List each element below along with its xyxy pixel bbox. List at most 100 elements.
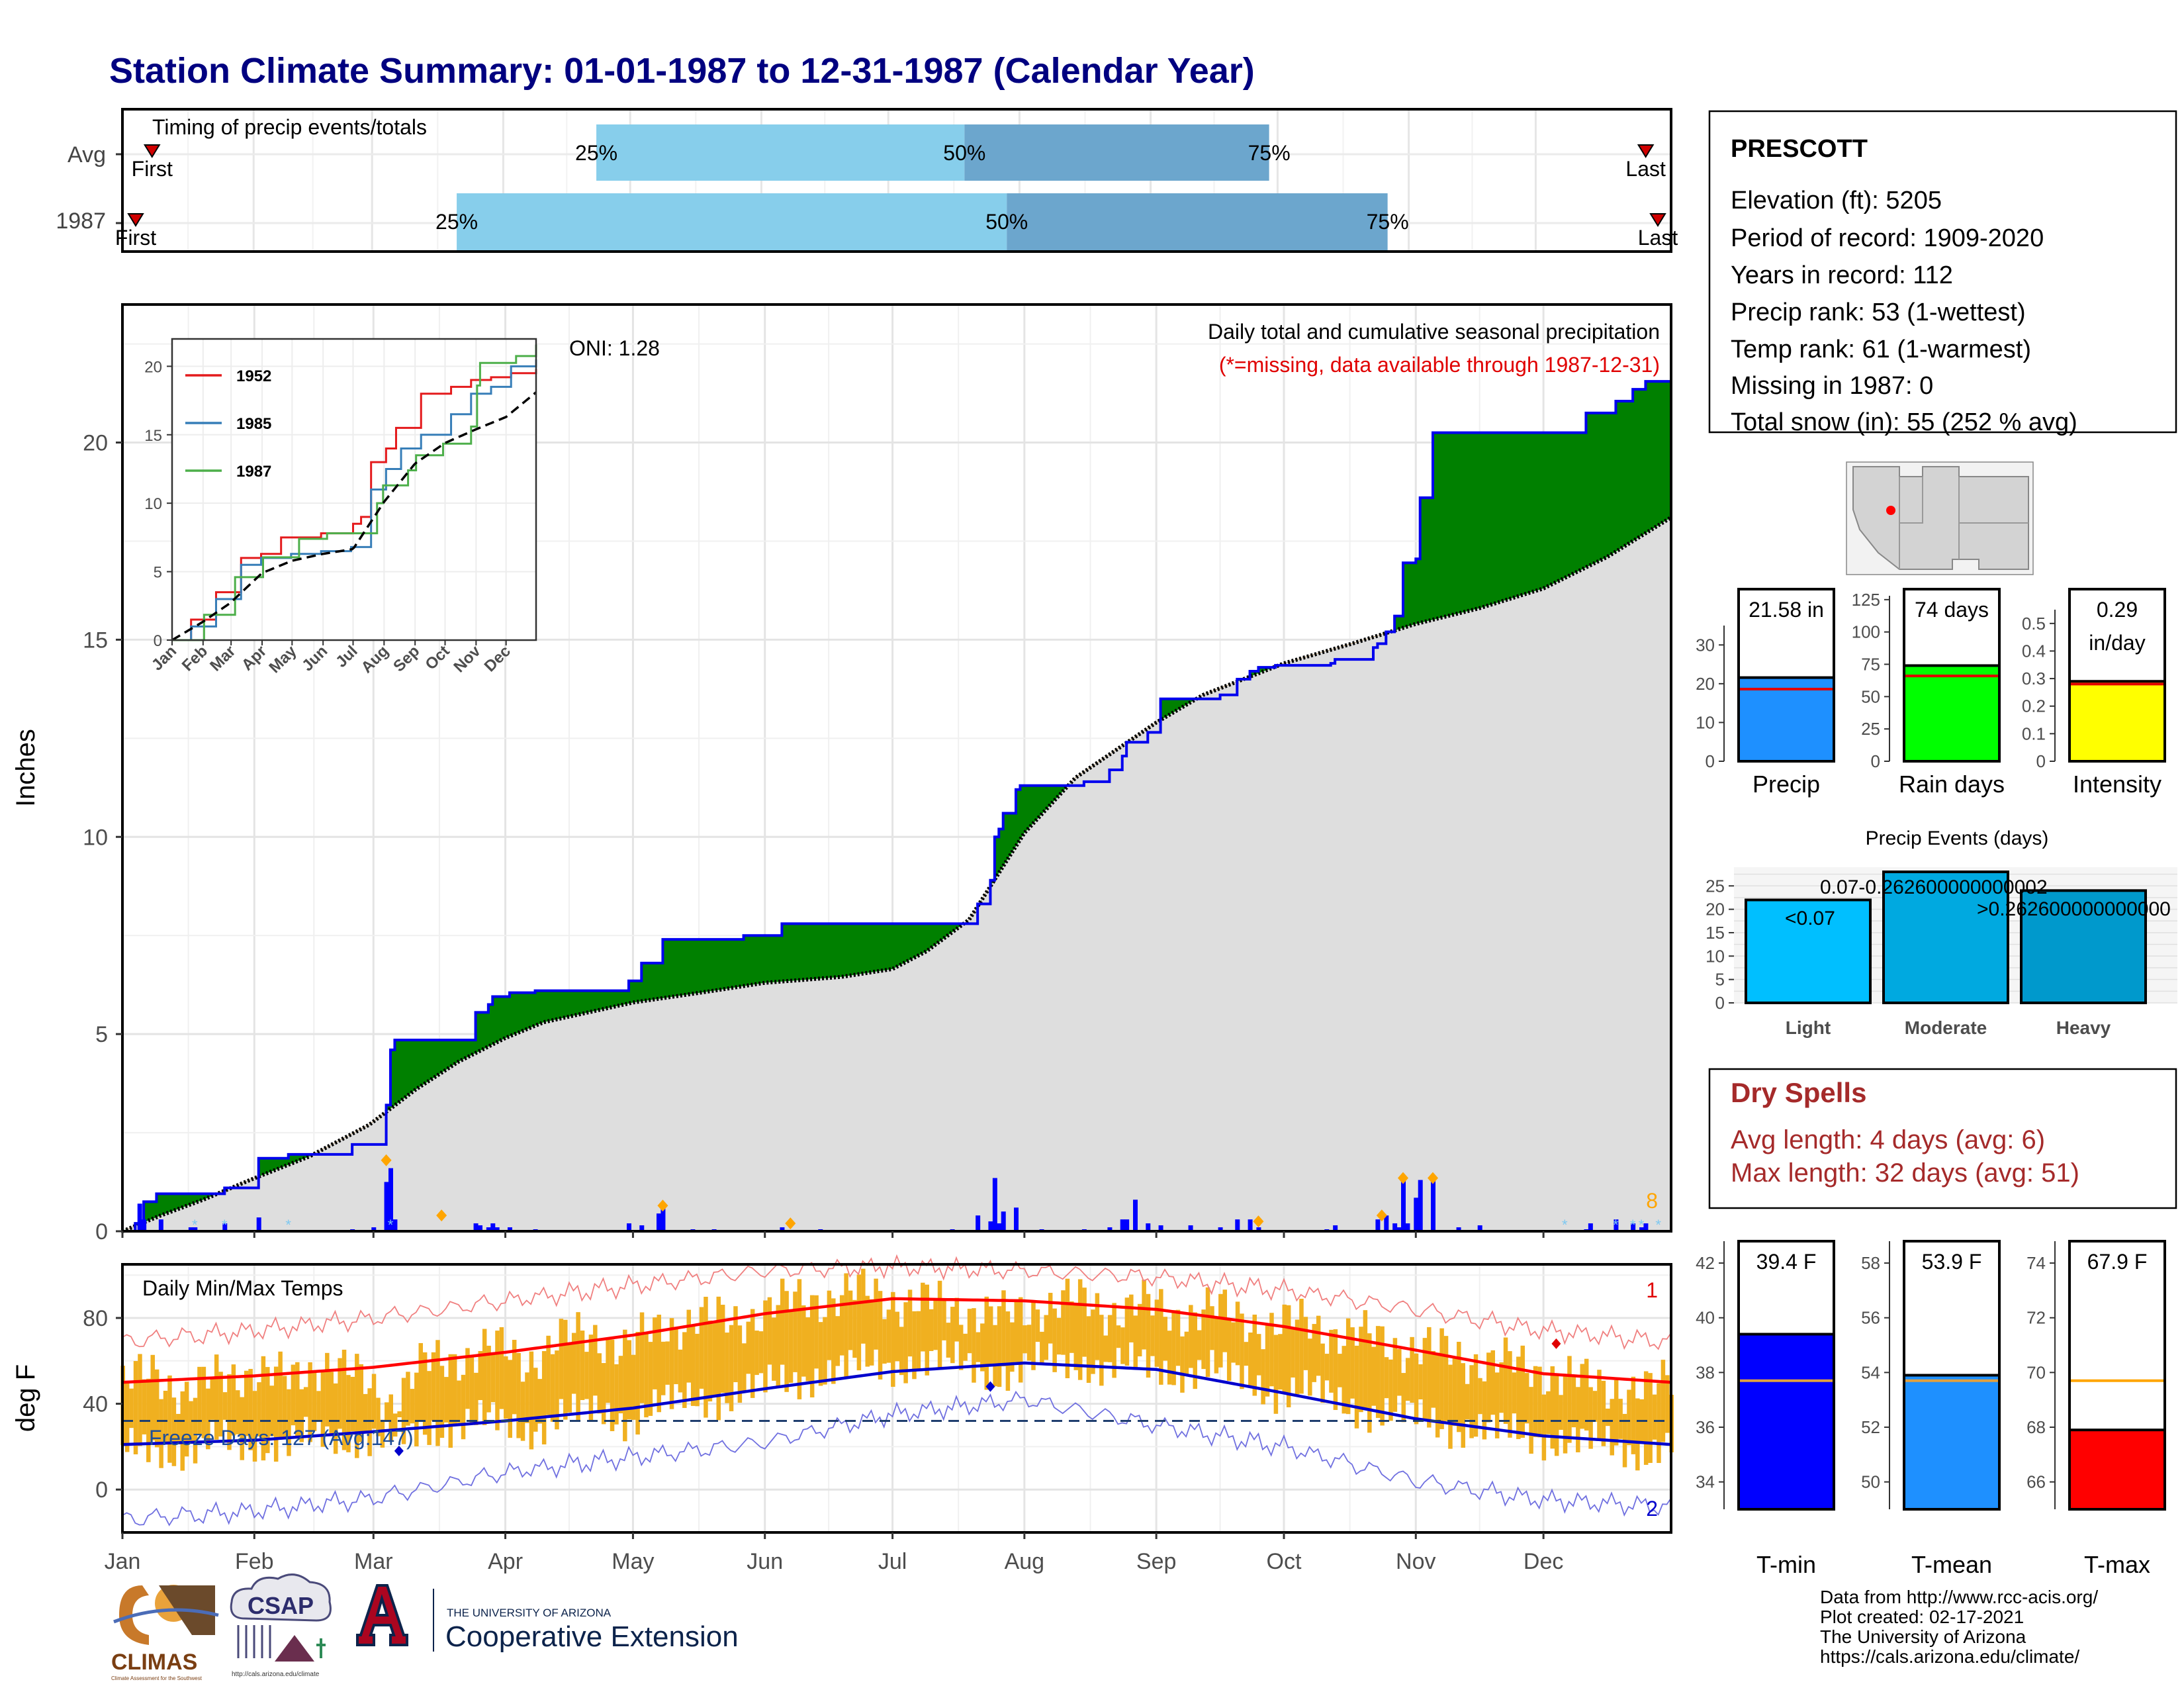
daily-temp-bar bbox=[329, 1372, 334, 1434]
month-label: Apr bbox=[488, 1549, 523, 1574]
daily-temp-bar bbox=[474, 1372, 478, 1425]
credit-data-source: Data from http://www.rcc-acis.org/ bbox=[1820, 1587, 2098, 1607]
events-y-tick-label: 5 bbox=[1715, 970, 1725, 990]
precip-surplus-segment bbox=[1504, 432, 1510, 601]
precip-surplus-segment bbox=[751, 935, 757, 986]
daily-temp-bar bbox=[584, 1352, 589, 1399]
daily-temp-bar bbox=[537, 1379, 542, 1424]
mini-y-tick-label: 72 bbox=[2026, 1308, 2046, 1328]
snow-marker: * bbox=[1562, 1217, 1568, 1233]
precip-y-tick-label: 0 bbox=[95, 1219, 108, 1244]
daily-temp-bar bbox=[597, 1353, 602, 1414]
precip-surplus-segment bbox=[1611, 412, 1616, 555]
daily-temp-bar bbox=[363, 1393, 368, 1434]
precip-surplus-segment bbox=[1619, 400, 1625, 550]
daily-temp-bar bbox=[504, 1356, 508, 1419]
daily-precip-bar bbox=[392, 1219, 398, 1231]
daily-precip-bar bbox=[1418, 1180, 1423, 1231]
precip-surplus-segment bbox=[1475, 432, 1480, 610]
precip-surplus-segment bbox=[1488, 432, 1493, 606]
daily-temp-bar bbox=[333, 1383, 338, 1454]
daily-temp-bar bbox=[660, 1341, 666, 1395]
daily-precip-bar bbox=[490, 1223, 496, 1231]
precip-surplus-segment bbox=[688, 939, 693, 995]
precip-surplus-segment bbox=[1543, 432, 1549, 589]
daily-temp-bar bbox=[963, 1333, 968, 1361]
daily-temp-bar bbox=[1091, 1309, 1095, 1374]
precip-surplus-segment bbox=[594, 990, 600, 1011]
precip-surplus-segment bbox=[828, 923, 834, 978]
daily-temp-bar bbox=[623, 1329, 627, 1442]
daily-temp-bar bbox=[610, 1339, 615, 1431]
daily-temp-bar bbox=[1035, 1309, 1040, 1342]
daily-precip-bar bbox=[976, 1215, 981, 1231]
daily-temp-bar bbox=[1342, 1346, 1346, 1414]
precip-surplus-segment bbox=[1662, 381, 1668, 524]
precip-surplus-segment bbox=[917, 923, 923, 957]
temp-plot-area bbox=[120, 1254, 1674, 1526]
mini-y-tick-label: 10 bbox=[1696, 712, 1715, 732]
precip-surplus-segment bbox=[1024, 785, 1029, 834]
daily-temp-bar bbox=[933, 1300, 938, 1350]
events-bar bbox=[2020, 889, 2147, 1005]
precip-surplus-segment bbox=[764, 935, 770, 984]
daily-temp-bar bbox=[980, 1323, 985, 1372]
precip-surplus-segment bbox=[726, 939, 731, 990]
precip-surplus-segment bbox=[543, 990, 549, 1023]
mini-y-tick-label: 20 bbox=[1696, 674, 1715, 694]
mini-y-tick-label: 30 bbox=[1696, 635, 1715, 655]
precip-surplus-segment bbox=[1539, 432, 1544, 590]
precip-surplus-segment bbox=[1513, 432, 1519, 598]
precip-surplus-segment bbox=[1522, 432, 1527, 596]
daily-temp-bar bbox=[1282, 1304, 1287, 1393]
temp-count-bottom: 2 bbox=[1646, 1497, 1658, 1521]
precip-surplus-segment bbox=[513, 992, 519, 1035]
month-label: Nov bbox=[1396, 1549, 1435, 1574]
daily-temp-bar bbox=[1291, 1329, 1295, 1378]
daily-temp-bar bbox=[546, 1335, 551, 1415]
precip-surplus-segment bbox=[1560, 432, 1565, 581]
daily-temp-bar bbox=[376, 1397, 381, 1436]
daily-temp-bar bbox=[529, 1351, 534, 1450]
daily-temp-bar bbox=[338, 1358, 342, 1429]
daily-temp-bar bbox=[287, 1389, 291, 1456]
precip-surplus-segment bbox=[1449, 432, 1455, 616]
precip-surplus-segment bbox=[590, 990, 596, 1013]
precip-surplus-segment bbox=[735, 939, 740, 988]
daily-temp-bar bbox=[1427, 1327, 1432, 1428]
snow-marker: * bbox=[1655, 1217, 1661, 1233]
timing-bar-50-75 bbox=[1007, 193, 1388, 252]
precip-surplus-segment bbox=[794, 923, 799, 981]
timing-bar-50-75 bbox=[964, 124, 1269, 181]
daily-temp-bar bbox=[635, 1332, 640, 1435]
daily-temp-bar bbox=[861, 1268, 866, 1344]
daily-temp-bar bbox=[737, 1325, 743, 1403]
precip-surplus-segment bbox=[1500, 432, 1506, 602]
daily-precip-bar bbox=[1248, 1219, 1253, 1231]
precip-surplus-segment bbox=[879, 923, 885, 972]
daily-temp-bar bbox=[1571, 1374, 1576, 1428]
daily-precip-bar bbox=[1588, 1223, 1593, 1231]
temp-y-axis: 0 40 80 bbox=[83, 1306, 122, 1503]
precip-surplus-segment bbox=[786, 923, 791, 982]
daily-temp-bar bbox=[1652, 1394, 1657, 1440]
daily-temp-bar bbox=[133, 1361, 138, 1455]
daily-temp-bar bbox=[291, 1364, 296, 1426]
daily-precip-bar bbox=[988, 1221, 993, 1231]
precip-surplus-segment bbox=[679, 939, 685, 996]
csap-logo-text: CSAP bbox=[248, 1592, 314, 1619]
timing-first-marker bbox=[143, 144, 161, 158]
mini-bar-value-label: 21.58 in bbox=[1749, 598, 1824, 622]
map-state-borders bbox=[1899, 477, 2028, 569]
precip-surplus-segment bbox=[173, 1193, 179, 1211]
inset-y-tick-label: 0 bbox=[154, 632, 162, 650]
daily-temp-bar bbox=[1618, 1399, 1623, 1439]
daily-temp-bar bbox=[856, 1274, 862, 1371]
climas-logo-text: CLIMAS bbox=[111, 1650, 197, 1675]
precip-y-tick-label: 20 bbox=[83, 431, 108, 456]
daily-temp-bar bbox=[1142, 1280, 1146, 1350]
daily-temp-bar bbox=[457, 1380, 461, 1423]
daily-temp-bar bbox=[1077, 1279, 1083, 1380]
daily-temp-bar bbox=[1550, 1366, 1555, 1449]
daily-temp-bar bbox=[712, 1321, 717, 1397]
